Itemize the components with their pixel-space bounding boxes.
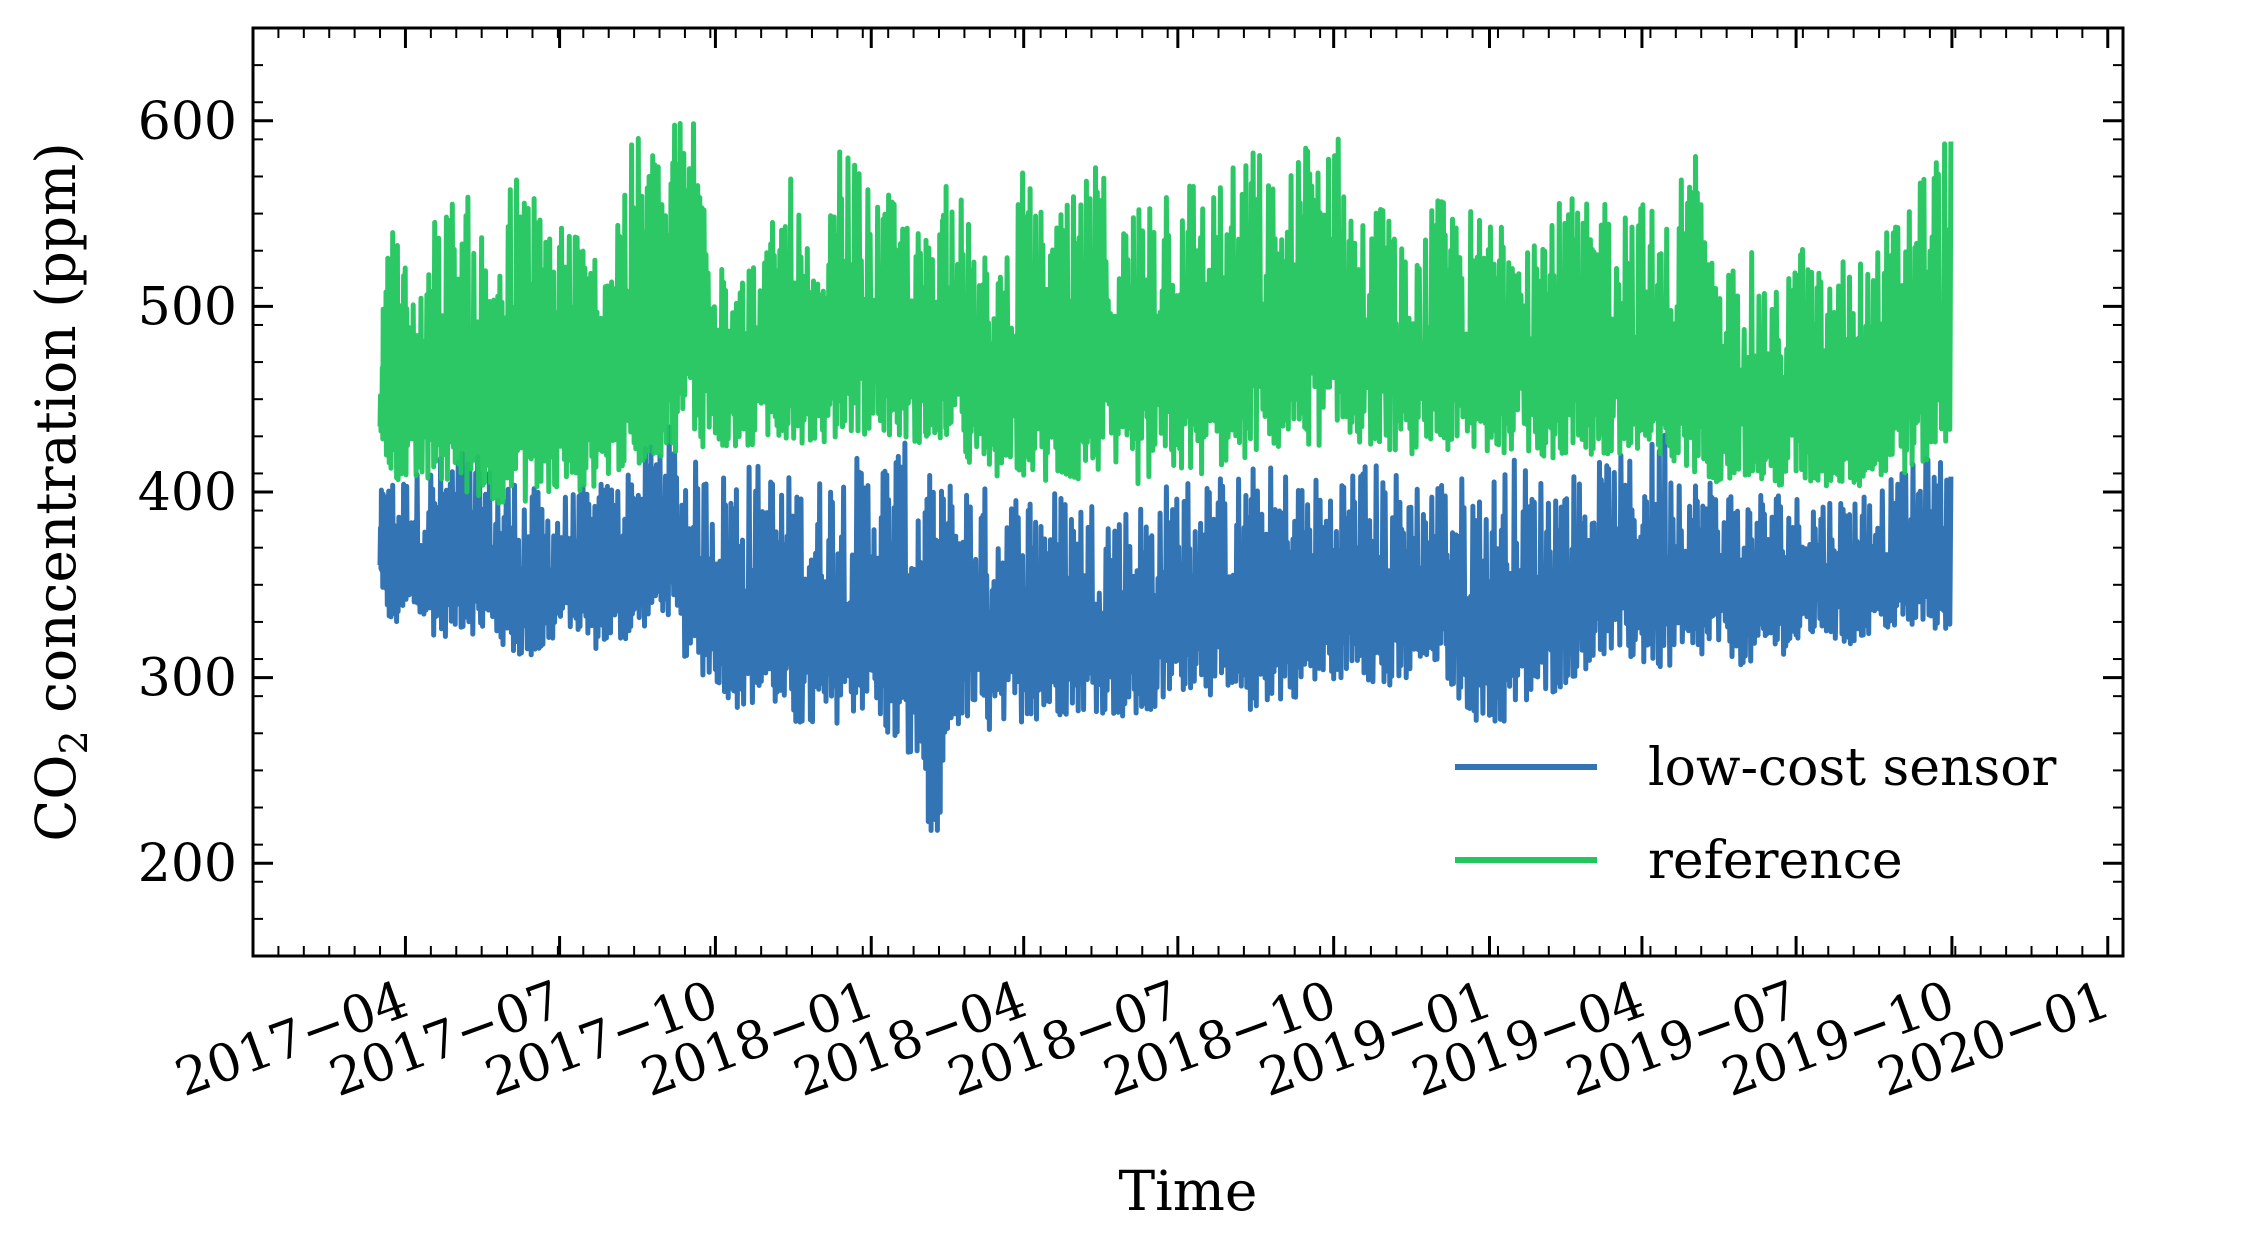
y-axis-title-main: CO — [24, 754, 88, 841]
y-tick-label: 500 — [138, 277, 237, 337]
y-tick-label: 300 — [138, 649, 237, 709]
series-line-reference — [377, 121, 1954, 506]
y-axis-title-subscript: 2 — [52, 730, 96, 754]
series-line-low-cost-sensor — [377, 424, 1954, 833]
plot-frame — [251, 26, 2125, 958]
y-axis-title: CO2 concentration (ppm) — [24, 142, 96, 841]
y-tick-label: 400 — [138, 463, 237, 523]
y-axis-title-rest: concentration (ppm) — [24, 142, 88, 730]
y-tick-label: 200 — [138, 834, 237, 894]
legend-label-reference: reference — [1648, 831, 1903, 891]
x-axis-title: Time — [1119, 1159, 1258, 1223]
plot-area — [377, 121, 1954, 833]
legend-label-low-cost-sensor: low-cost sensor — [1648, 738, 2057, 798]
legend: low-cost sensor reference — [1455, 738, 2057, 891]
y-tick-label: 600 — [138, 92, 237, 152]
